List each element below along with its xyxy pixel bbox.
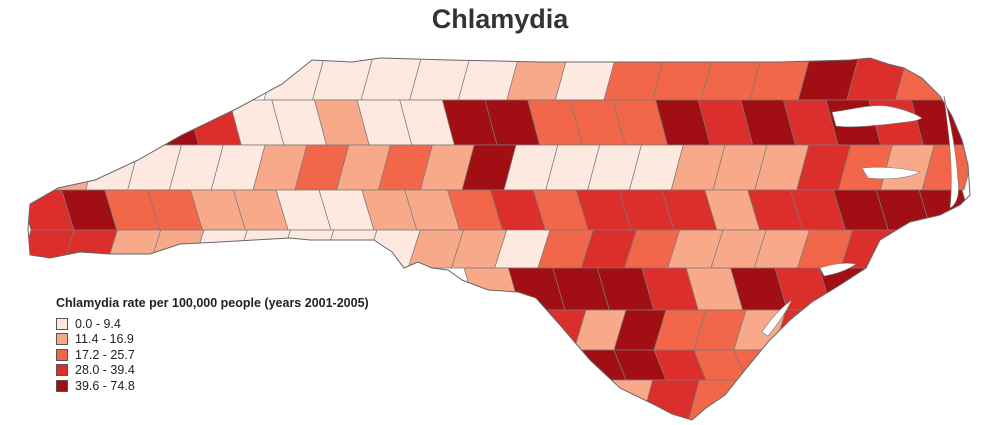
legend-swatch (56, 379, 68, 392)
legend-item-3: 28.0 - 39.4 (56, 363, 369, 379)
legend-label: 11.4 - 16.9 (75, 332, 134, 347)
legend-swatch (56, 317, 68, 330)
county (593, 379, 654, 420)
legend-label: 39.6 - 74.8 (75, 378, 135, 393)
legend-swatch (56, 364, 68, 377)
legend-label: 0.0 - 9.4 (75, 316, 121, 331)
map-legend: Chlamydia rate per 100,000 people (years… (56, 296, 369, 394)
legend-label: 17.2 - 25.7 (75, 347, 135, 362)
legend-item-0: 0.0 - 9.4 (56, 316, 369, 332)
county (733, 349, 787, 381)
map-title: Chlamydia (431, 4, 569, 34)
county (921, 144, 970, 191)
county (918, 189, 970, 231)
legend-title: Chlamydia rate per 100,000 people (years… (56, 296, 369, 310)
county (143, 99, 200, 146)
legend-item-1: 11.4 - 16.9 (56, 332, 369, 348)
legend-item-4: 39.6 - 74.8 (56, 378, 369, 394)
county (894, 58, 957, 101)
legend-label: 28.0 - 39.4 (75, 363, 135, 378)
sounds-water (761, 95, 959, 337)
legend-item-2: 17.2 - 25.7 (56, 347, 369, 363)
legend-swatch (56, 348, 68, 361)
legend-swatch (56, 333, 68, 346)
county (28, 229, 75, 269)
